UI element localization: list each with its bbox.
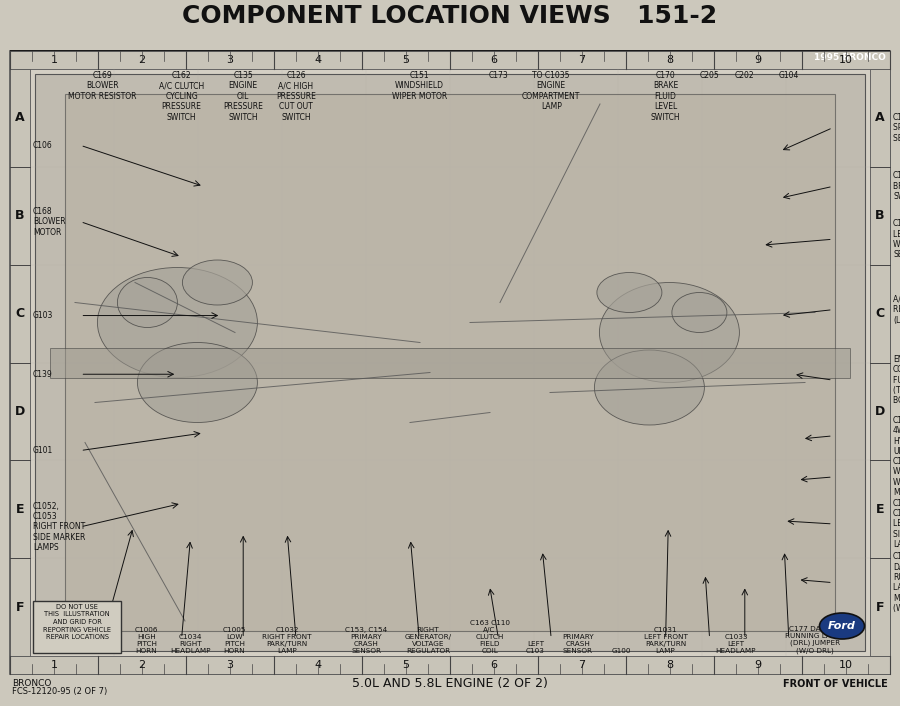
Text: 8: 8 bbox=[666, 660, 673, 670]
Text: C153, C154
PRIMARY
CRASH
SENSOR: C153, C154 PRIMARY CRASH SENSOR bbox=[346, 627, 388, 654]
Text: A/C CLUTCH
RESISTOR DIODE
(LOCATION): A/C CLUTCH RESISTOR DIODE (LOCATION) bbox=[893, 295, 900, 325]
Text: COMPONENT LOCATION VIEWS   151-2: COMPONENT LOCATION VIEWS 151-2 bbox=[183, 4, 717, 28]
Ellipse shape bbox=[183, 260, 252, 305]
Text: 10: 10 bbox=[839, 55, 853, 65]
Text: C1030
WINDSHIELD
WASHER PUMP
MOTOR: C1030 WINDSHIELD WASHER PUMP MOTOR bbox=[893, 457, 900, 497]
Text: 5: 5 bbox=[402, 660, 410, 670]
Text: DO NOT USE
THIS  ILLUSTRATION
AND GRID FOR
REPORTING VEHICLE
REPAIR LOCATIONS: DO NOT USE THIS ILLUSTRATION AND GRID FO… bbox=[43, 604, 111, 640]
Ellipse shape bbox=[138, 342, 257, 422]
Text: A: A bbox=[875, 112, 885, 124]
Text: RIGHT
GENERATOR/
VOLTAGE
REGULATOR: RIGHT GENERATOR/ VOLTAGE REGULATOR bbox=[404, 627, 452, 654]
Text: 5.0L AND 5.8L ENGINE (2 OF 2): 5.0L AND 5.8L ENGINE (2 OF 2) bbox=[352, 678, 548, 690]
Text: C1031
LEFT FRONT
PARK/TURN
LAMP: C1031 LEFT FRONT PARK/TURN LAMP bbox=[644, 627, 688, 654]
Text: C177 DAYTIME
RUNNING LAMPS
(DRL) JUMPER
(W/O DRL): C177 DAYTIME RUNNING LAMPS (DRL) JUMPER … bbox=[785, 626, 846, 654]
Text: 6: 6 bbox=[491, 660, 498, 670]
Text: E: E bbox=[876, 503, 884, 516]
Text: 9: 9 bbox=[754, 660, 761, 670]
Text: C205: C205 bbox=[699, 71, 719, 80]
Text: C102
BRAKE PRESSURE
SWITCH: C102 BRAKE PRESSURE SWITCH bbox=[893, 172, 900, 201]
Text: 7: 7 bbox=[579, 55, 586, 65]
Ellipse shape bbox=[672, 292, 727, 333]
Text: C162
A/C CLUTCH
CYCLING
PRESSURE
SWITCH: C162 A/C CLUTCH CYCLING PRESSURE SWITCH bbox=[159, 71, 204, 121]
Text: LEFT
C103: LEFT C103 bbox=[526, 641, 544, 654]
Text: C121
4WABS
HYDRAULIC
UNIT: C121 4WABS HYDRAULIC UNIT bbox=[893, 416, 900, 456]
Ellipse shape bbox=[117, 277, 177, 328]
Text: F: F bbox=[16, 601, 24, 614]
Text: C1005
LOW
PITCH
HORN: C1005 LOW PITCH HORN bbox=[222, 627, 247, 654]
Text: G100: G100 bbox=[612, 648, 631, 654]
Text: 7: 7 bbox=[579, 660, 586, 670]
Text: C152
SPEED CONTROL
SERVO/AMPLIFIER ASSY.: C152 SPEED CONTROL SERVO/AMPLIFIER ASSY. bbox=[893, 113, 900, 143]
Text: ENGINE
COMPARTMENT
FUSE BOX
(TRAILER RELAY
BOX INSIDE): ENGINE COMPARTMENT FUSE BOX (TRAILER REL… bbox=[893, 355, 900, 405]
Text: G101: G101 bbox=[33, 446, 53, 455]
Text: 6: 6 bbox=[491, 55, 498, 65]
Text: C135
ENGINE
OIL
PRESSURE
SWITCH: C135 ENGINE OIL PRESSURE SWITCH bbox=[223, 71, 263, 121]
Text: 5: 5 bbox=[402, 55, 410, 65]
Text: 1995 BRONCO: 1995 BRONCO bbox=[814, 52, 886, 61]
Text: C1052,
C1053
RIGHT FRONT
SIDE MARKER
LAMPS: C1052, C1053 RIGHT FRONT SIDE MARKER LAM… bbox=[33, 501, 86, 552]
Bar bbox=[10, 656, 890, 674]
Text: 4: 4 bbox=[314, 660, 321, 670]
Text: E: E bbox=[16, 503, 24, 516]
Text: B: B bbox=[15, 209, 25, 222]
Text: FRONT OF VEHICLE: FRONT OF VEHICLE bbox=[783, 679, 888, 689]
Bar bbox=[10, 50, 890, 64]
Text: C1054,
C1055
LEFT FRONT
SIDE MARKER
LAMPS: C1054, C1055 LEFT FRONT SIDE MARKER LAMP… bbox=[893, 498, 900, 549]
Text: C173: C173 bbox=[489, 71, 508, 80]
Text: C: C bbox=[15, 307, 24, 320]
Bar bbox=[870, 69, 890, 656]
Ellipse shape bbox=[97, 268, 257, 378]
Text: PRIMARY
CRASH
SENSOR: PRIMARY CRASH SENSOR bbox=[562, 634, 593, 654]
Bar bbox=[50, 347, 850, 378]
Text: C151
WINDSHIELD
WIPER MOTOR: C151 WINDSHIELD WIPER MOTOR bbox=[392, 71, 446, 101]
Text: 10: 10 bbox=[839, 660, 853, 670]
Text: G104: G104 bbox=[778, 71, 799, 80]
Text: C1032
RIGHT FRONT
PARK/TURN
LAMP: C1032 RIGHT FRONT PARK/TURN LAMP bbox=[263, 627, 312, 654]
Text: C1006
HIGH
PITCH
HORN: C1006 HIGH PITCH HORN bbox=[135, 627, 158, 654]
Text: C170
BRAKE
FLUID
LEVEL
SWITCH: C170 BRAKE FLUID LEVEL SWITCH bbox=[651, 71, 680, 121]
Text: C126
A/C HIGH
PRESSURE
CUT OUT
SWITCH: C126 A/C HIGH PRESSURE CUT OUT SWITCH bbox=[276, 71, 316, 121]
Ellipse shape bbox=[820, 613, 865, 639]
Text: 2: 2 bbox=[139, 660, 146, 670]
Bar bbox=[10, 51, 890, 69]
Text: C202: C202 bbox=[735, 71, 754, 80]
Bar bbox=[35, 74, 865, 651]
Text: C: C bbox=[876, 307, 885, 320]
Text: 3: 3 bbox=[227, 55, 233, 65]
Text: FCS-12120-95 (2 OF 7): FCS-12120-95 (2 OF 7) bbox=[12, 687, 107, 696]
Text: 4: 4 bbox=[314, 55, 321, 65]
Text: A: A bbox=[15, 112, 25, 124]
Text: D: D bbox=[875, 405, 885, 418]
Text: C169
BLOWER
MOTOR RESISTOR: C169 BLOWER MOTOR RESISTOR bbox=[68, 71, 137, 101]
Text: C1033
LEFT
HEADLAMP: C1033 LEFT HEADLAMP bbox=[716, 634, 756, 654]
Text: B: B bbox=[875, 209, 885, 222]
Text: C123
LEFT FRONT
WHEEL 4WABS
SENSOR: C123 LEFT FRONT WHEEL 4WABS SENSOR bbox=[893, 219, 900, 259]
Bar bbox=[33, 601, 121, 653]
Text: G103: G103 bbox=[33, 311, 53, 320]
Bar bbox=[65, 94, 835, 631]
Text: TO C1035
ENGINE
COMPARTMENT
LAMP: TO C1035 ENGINE COMPARTMENT LAMP bbox=[522, 71, 580, 112]
Ellipse shape bbox=[594, 350, 705, 425]
Text: F: F bbox=[876, 601, 884, 614]
Bar bbox=[10, 69, 30, 656]
Text: Ford: Ford bbox=[828, 621, 856, 631]
Text: C106: C106 bbox=[33, 140, 53, 150]
Text: 1: 1 bbox=[50, 660, 58, 670]
Text: 3: 3 bbox=[227, 660, 233, 670]
Ellipse shape bbox=[599, 282, 740, 383]
Text: C168
BLOWER
MOTOR: C168 BLOWER MOTOR bbox=[33, 207, 66, 237]
Text: 1: 1 bbox=[50, 55, 58, 65]
Text: C163 C110
A/C
CLUTCH
FIELD
COIL: C163 C110 A/C CLUTCH FIELD COIL bbox=[470, 620, 509, 654]
Text: C1034
RIGHT
HEADLAMP: C1034 RIGHT HEADLAMP bbox=[170, 634, 211, 654]
Text: D: D bbox=[15, 405, 25, 418]
Text: 9: 9 bbox=[754, 55, 761, 65]
Text: 2: 2 bbox=[139, 55, 146, 65]
Text: BRONCO: BRONCO bbox=[12, 679, 51, 688]
Text: 8: 8 bbox=[666, 55, 673, 65]
Text: C139: C139 bbox=[33, 370, 53, 378]
Bar bbox=[10, 51, 890, 674]
Text: C177
DAYTIME
RUNNING
LAMPS (DRL)
MODULE
(WITH DRL): C177 DAYTIME RUNNING LAMPS (DRL) MODULE … bbox=[893, 552, 900, 613]
Ellipse shape bbox=[597, 273, 662, 313]
